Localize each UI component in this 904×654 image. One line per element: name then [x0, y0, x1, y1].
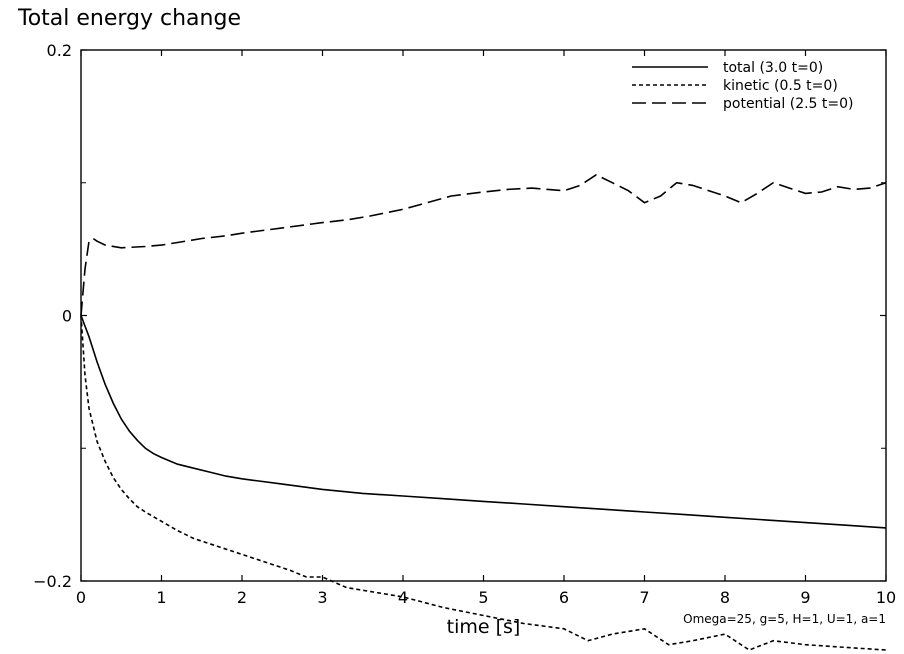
x-axis-label-group: time [s] [447, 616, 521, 638]
series-line-potential [80, 173, 887, 316]
x-axis-label: time [s] [447, 616, 521, 638]
y-tick-label: 0 [62, 307, 72, 326]
series-lines [80, 173, 887, 651]
series-line-kinetic [80, 315, 887, 651]
x-tick-label: 3 [317, 588, 327, 607]
x-tick-label: 1 [156, 588, 166, 607]
x-tick-label: 6 [559, 588, 569, 607]
chart-title: Total energy change [18, 6, 241, 31]
tick-labels: 0 1 2 3 4 5 6 7 8 9 10−0.200.2 [33, 41, 896, 607]
y-tick-label: −0.2 [33, 572, 72, 591]
x-tick-label: 2 [237, 588, 247, 607]
legend-label: kinetic (0.5 t=0) [723, 78, 838, 94]
x-tick-label: 4 [398, 588, 408, 607]
y-tick-label: 0.2 [47, 41, 72, 60]
legend: total (3.0 t=0) kinetic (0.5 t=0) potentia… [632, 60, 854, 112]
legend-label: total (3.0 t=0) [723, 60, 823, 76]
x-tick-label: 5 [478, 588, 488, 607]
series-line-total [80, 315, 887, 529]
parameter-annotation: Omega=25, g=5, H=1, U=1, a=1 [683, 612, 886, 626]
x-tick-label: 7 [639, 588, 649, 607]
legend-label: potential (2.5 t=0) [723, 96, 854, 112]
x-tick-label: 10 [876, 588, 896, 607]
tick-marks [80, 49, 887, 582]
x-tick-label: 0 [76, 588, 86, 607]
x-tick-label: 9 [800, 588, 810, 607]
x-tick-label: 8 [720, 588, 730, 607]
